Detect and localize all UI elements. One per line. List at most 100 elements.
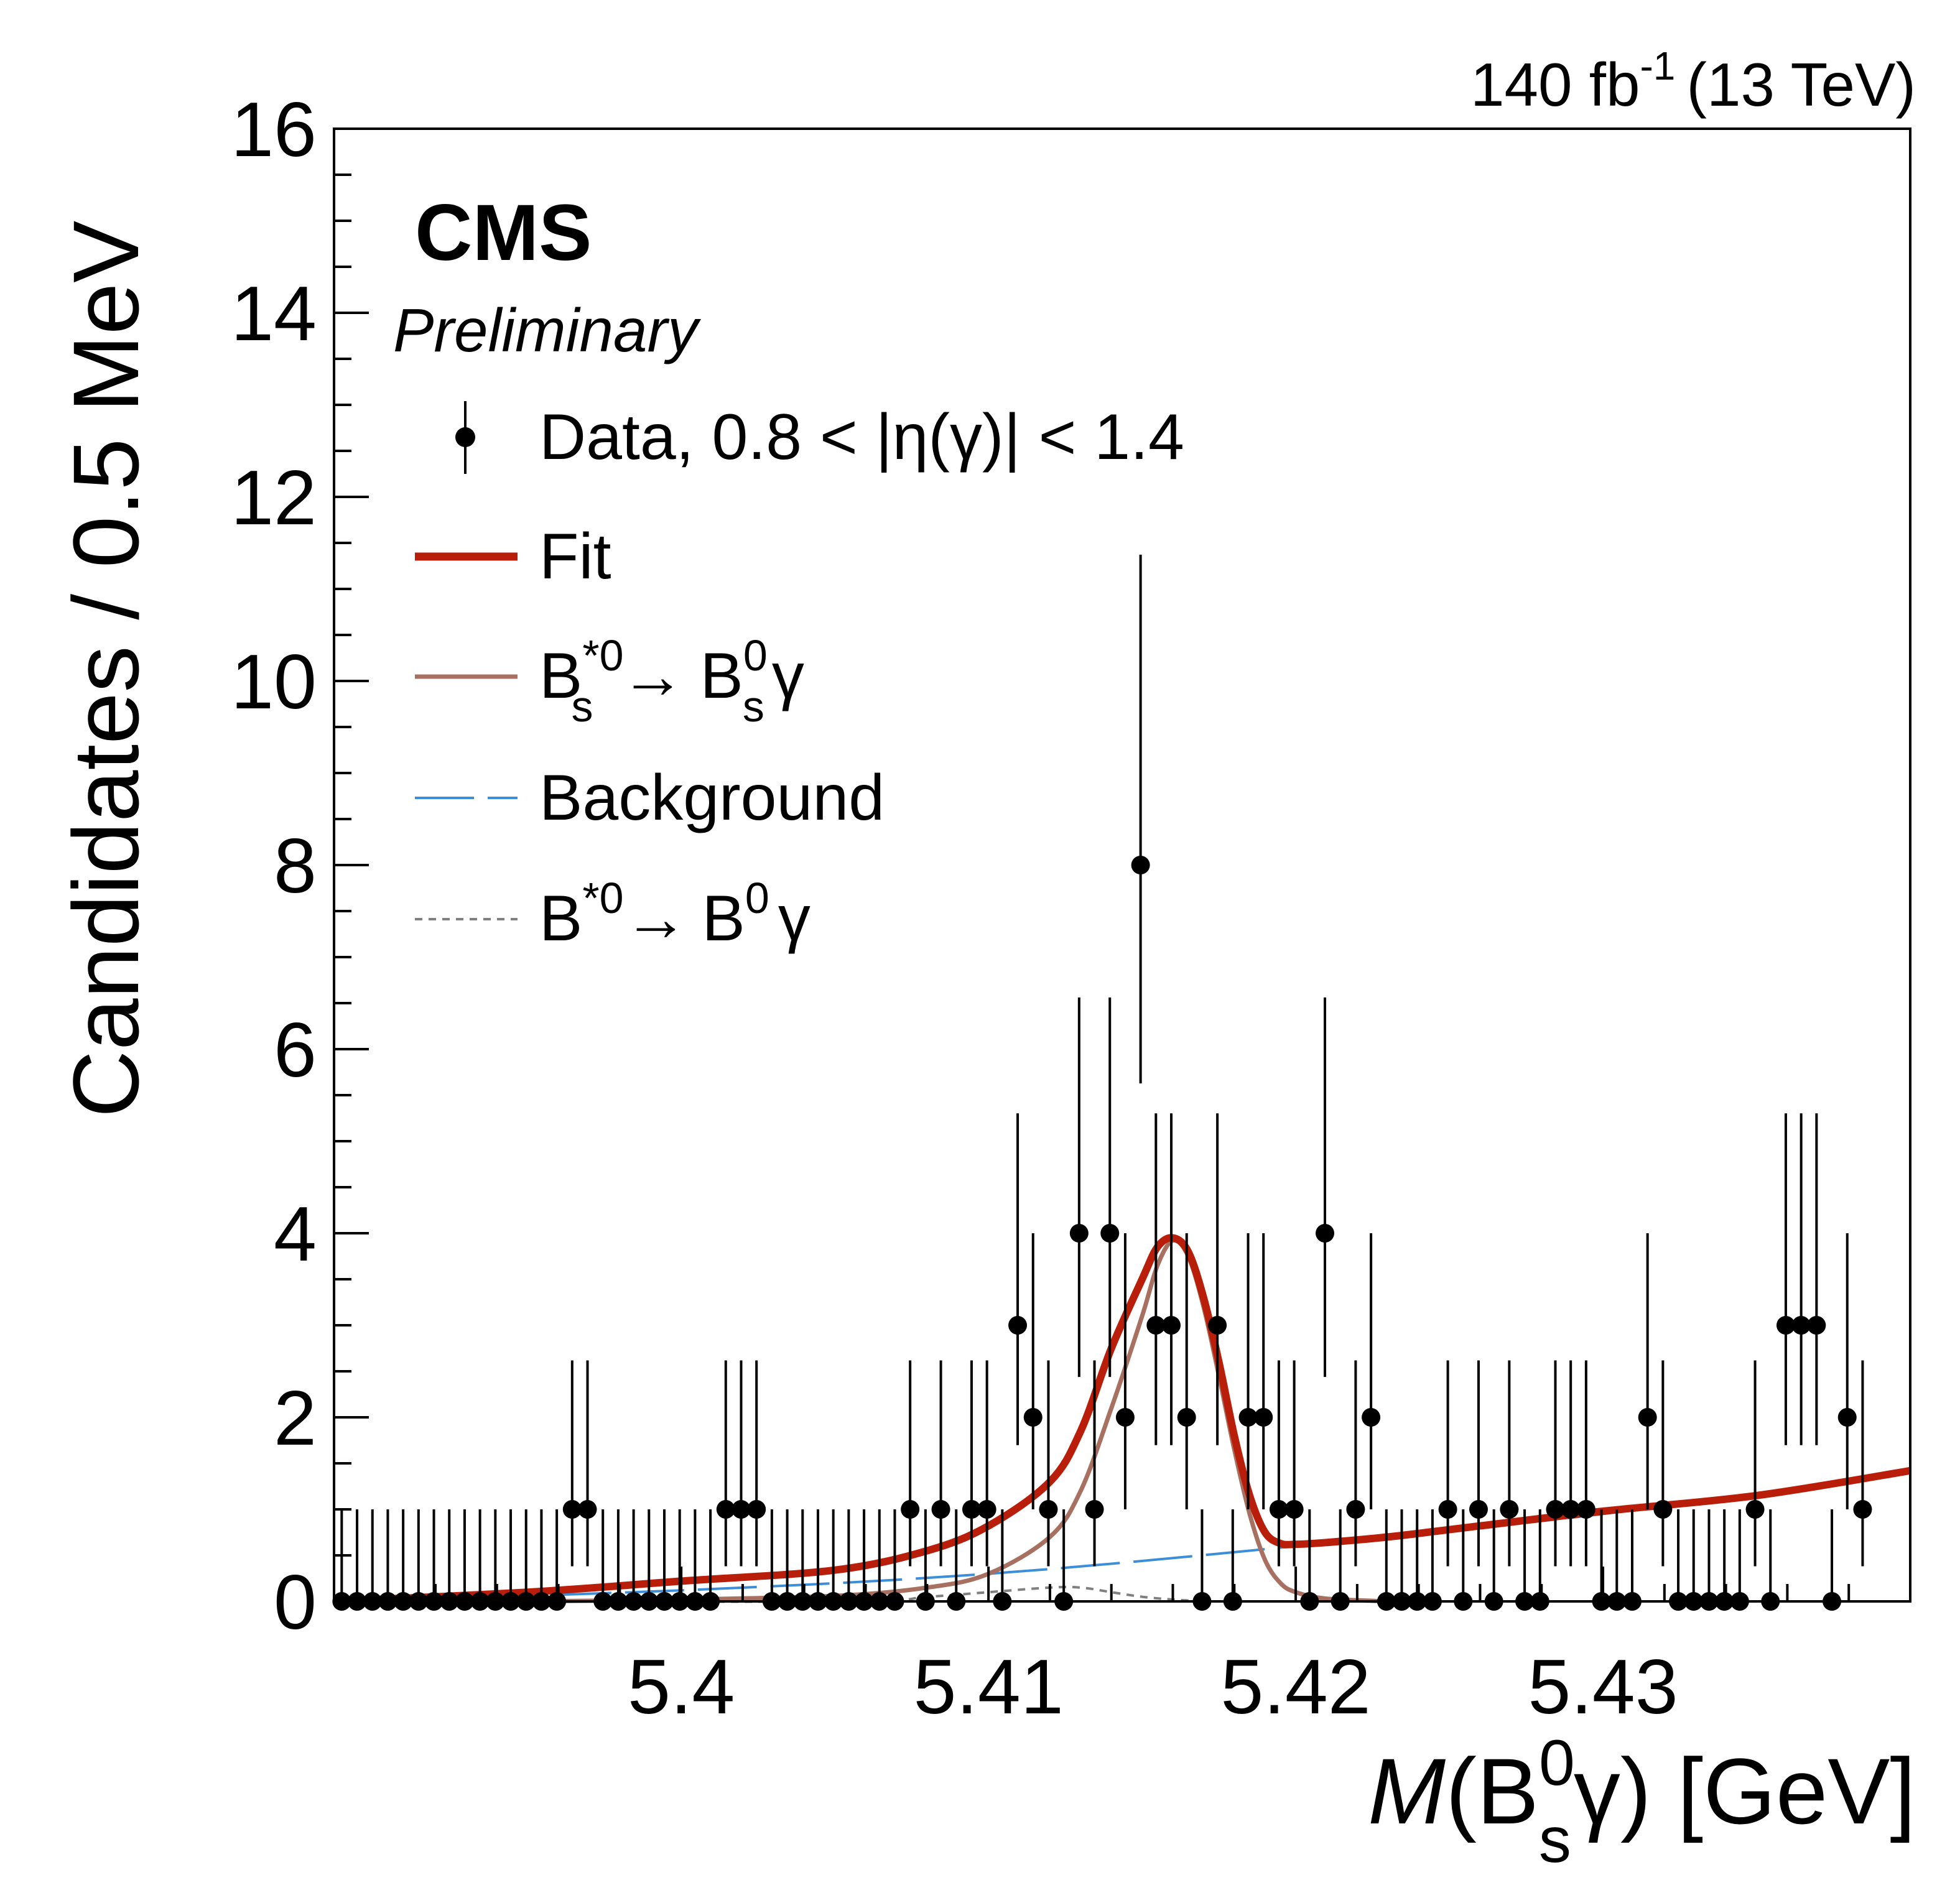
data-marker bbox=[578, 1500, 597, 1519]
legend-entry-signal: B*0 s → B0 s γ bbox=[415, 631, 804, 731]
data-marker bbox=[1638, 1408, 1657, 1427]
legend-signal-label: B*0 s → B0 s γ bbox=[539, 631, 804, 731]
data-marker bbox=[901, 1500, 920, 1519]
y-tick-label: 14 bbox=[231, 271, 317, 357]
legend-data-label: Data, 0.8 < |η(γ)| < 1.4 bbox=[539, 401, 1184, 473]
data-marker bbox=[1853, 1500, 1872, 1519]
data-marker bbox=[1069, 1224, 1089, 1243]
data-marker bbox=[1131, 856, 1150, 874]
data-point bbox=[1008, 1113, 1028, 1445]
data-point bbox=[977, 1360, 996, 1567]
data-point bbox=[1561, 1360, 1581, 1567]
data-point bbox=[716, 1360, 735, 1567]
data-marker bbox=[1115, 1408, 1135, 1427]
data-marker bbox=[1500, 1500, 1519, 1519]
y-tick-label: 6 bbox=[274, 1007, 317, 1093]
data-point bbox=[1576, 1360, 1595, 1567]
data-point bbox=[562, 1360, 582, 1567]
y-tick-label: 8 bbox=[274, 823, 317, 909]
data-point bbox=[1837, 1233, 1857, 1509]
data-marker bbox=[1269, 1500, 1288, 1519]
curve-fit bbox=[333, 1234, 1911, 1605]
data-point bbox=[1469, 1360, 1488, 1567]
data-point bbox=[1100, 997, 1120, 1378]
data-point bbox=[1023, 1233, 1043, 1509]
data-point bbox=[1791, 1113, 1811, 1445]
data-point bbox=[732, 1360, 751, 1567]
data-point bbox=[1269, 1360, 1288, 1567]
data-marker bbox=[1546, 1500, 1565, 1519]
data-points bbox=[332, 554, 1872, 1611]
data-point bbox=[1776, 1113, 1795, 1445]
data-marker bbox=[716, 1500, 735, 1519]
data-point bbox=[1131, 554, 1150, 1084]
y-tick-label: 12 bbox=[231, 455, 317, 541]
lumi-suffix: (13 TeV) bbox=[1686, 50, 1916, 119]
data-marker bbox=[1576, 1500, 1595, 1519]
y-tick-label: 10 bbox=[231, 639, 317, 725]
curve-bs-0-bs0-gamma bbox=[333, 1238, 1388, 1604]
data-point bbox=[1254, 1233, 1273, 1509]
data-point bbox=[1039, 1360, 1058, 1567]
data-marker bbox=[1807, 1316, 1826, 1335]
data-marker bbox=[1837, 1408, 1857, 1427]
cms-label: CMS bbox=[415, 188, 592, 277]
data-marker bbox=[1745, 1500, 1765, 1519]
data-marker bbox=[1085, 1500, 1104, 1519]
legend-entry-data: Data, 0.8 < |η(γ)| < 1.4 bbox=[455, 401, 1184, 474]
data-point bbox=[747, 1360, 766, 1567]
legend-entry-fit: Fit bbox=[415, 521, 611, 593]
y-tick-label: 0 bbox=[274, 1560, 317, 1646]
data-point bbox=[1438, 1360, 1457, 1567]
x-tick-label: 5.41 bbox=[913, 1644, 1063, 1730]
data-point bbox=[1085, 1360, 1104, 1567]
data-point bbox=[1653, 1360, 1673, 1567]
x-axis-title: M(B0 sγ) [GeV] bbox=[1368, 1727, 1916, 1876]
data-marker bbox=[1362, 1408, 1381, 1427]
x-tick-label: 5.42 bbox=[1220, 1644, 1370, 1730]
data-point bbox=[1208, 1113, 1227, 1445]
y-axis-title: Candidates / 0.5 MeV bbox=[53, 221, 158, 1118]
data-marker bbox=[1208, 1316, 1227, 1335]
data-point bbox=[1316, 997, 1335, 1378]
data-point bbox=[1238, 1233, 1258, 1509]
data-point bbox=[931, 1360, 950, 1567]
lumi-exponent: -1 bbox=[1640, 44, 1675, 88]
data-point bbox=[1807, 1113, 1826, 1445]
data-marker bbox=[931, 1500, 950, 1519]
data-point bbox=[1177, 1233, 1196, 1509]
data-marker bbox=[1100, 1224, 1120, 1243]
y-tick-label: 16 bbox=[231, 87, 317, 173]
data-point bbox=[1146, 1113, 1166, 1445]
legend-data-marker bbox=[455, 427, 475, 447]
data-marker bbox=[1039, 1500, 1058, 1519]
data-marker bbox=[747, 1500, 766, 1519]
data-marker bbox=[1162, 1316, 1181, 1335]
data-point bbox=[1346, 1360, 1365, 1567]
data-marker bbox=[962, 1500, 981, 1519]
data-point bbox=[1362, 1233, 1381, 1509]
legend-entry-reflection: B*0→ B0 γ bbox=[415, 874, 810, 955]
data-marker bbox=[562, 1500, 582, 1519]
data-marker bbox=[1316, 1224, 1335, 1243]
preliminary-label: Preliminary bbox=[393, 296, 701, 364]
legend-background-label: Background bbox=[539, 762, 885, 834]
data-point bbox=[962, 1360, 981, 1567]
y-tick-label: 4 bbox=[274, 1192, 317, 1277]
data-point bbox=[1069, 997, 1089, 1378]
data-point bbox=[1162, 1113, 1181, 1445]
data-marker bbox=[1023, 1408, 1043, 1427]
data-marker bbox=[1177, 1408, 1196, 1427]
data-marker bbox=[1653, 1500, 1673, 1519]
y-tick-label: 2 bbox=[274, 1376, 317, 1461]
lumi-label: 140 fb-1 (13 TeV) bbox=[1470, 44, 1916, 119]
data-marker bbox=[1469, 1500, 1488, 1519]
data-marker bbox=[1776, 1316, 1795, 1335]
data-marker bbox=[977, 1500, 996, 1519]
data-point bbox=[1745, 1360, 1765, 1567]
data-point bbox=[1546, 1360, 1565, 1567]
lumi-value: 140 fb bbox=[1470, 50, 1640, 119]
legend-reflection-label: B*0→ B0 γ bbox=[539, 874, 810, 955]
data-marker bbox=[1146, 1316, 1166, 1335]
